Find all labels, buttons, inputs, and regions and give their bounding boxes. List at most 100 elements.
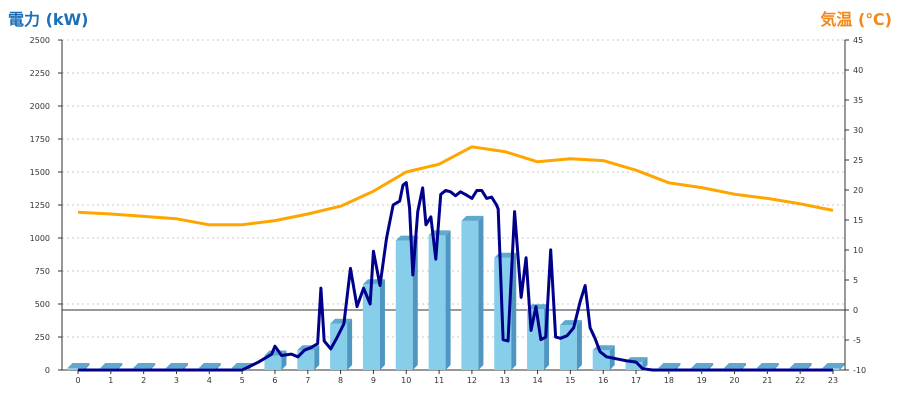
x-tick-label: 21 <box>762 376 772 385</box>
x-tick-label: 17 <box>631 376 641 385</box>
bar-front <box>428 235 446 370</box>
y-left-tick-label: 2000 <box>30 102 50 111</box>
bar <box>461 215 484 370</box>
x-tick-label: 22 <box>795 376 805 385</box>
bar <box>264 350 287 370</box>
x-tick-label: 14 <box>532 376 542 385</box>
bar-top <box>100 363 123 369</box>
y-right-tick-label: 45 <box>853 36 863 45</box>
y-left-tick-label: 250 <box>35 333 50 342</box>
power-bars <box>67 215 845 370</box>
bar-side <box>478 215 484 370</box>
bar <box>559 320 582 370</box>
bar <box>330 318 353 370</box>
bar-side <box>773 363 779 370</box>
bar-side <box>576 320 582 370</box>
bar-front <box>395 240 413 370</box>
bar-front <box>330 323 348 370</box>
x-tick-label: 6 <box>272 376 277 385</box>
x-tick-label: 3 <box>174 376 179 385</box>
bar-side <box>708 363 714 370</box>
bar <box>428 230 451 370</box>
bar-side <box>182 363 188 370</box>
bar-top <box>789 363 812 369</box>
y-axis-right-label: 気温 (℃) <box>820 10 892 29</box>
bar-top <box>658 363 681 369</box>
y-axis-left-label: 電力 (kW) <box>8 10 89 29</box>
y-right-tick-label: -5 <box>853 336 861 345</box>
bar-side <box>314 345 320 370</box>
y-left-tick-label: 0 <box>45 366 50 375</box>
tick-labels: 02505007501000125015001750200022502500-1… <box>30 36 866 385</box>
bar-top <box>691 363 714 369</box>
x-tick-label: 12 <box>467 376 477 385</box>
bar-front <box>625 362 643 370</box>
bar-side <box>215 363 221 370</box>
bar-side <box>741 363 747 370</box>
y-left-tick-label: 1500 <box>30 168 50 177</box>
bar-top <box>527 304 550 310</box>
y-right-tick-label: 20 <box>853 186 863 195</box>
bar-side <box>675 363 681 370</box>
y-left-tick-label: 2250 <box>30 69 50 78</box>
bar-top <box>461 215 484 221</box>
bar-top <box>133 363 156 369</box>
y-right-tick-label: 25 <box>853 156 863 165</box>
y-right-tick-label: 5 <box>853 276 858 285</box>
x-tick-label: 15 <box>565 376 575 385</box>
y-left-tick-label: 750 <box>35 267 50 276</box>
y-left-tick-label: 500 <box>35 300 50 309</box>
bar-front <box>264 355 282 370</box>
x-tick-label: 9 <box>371 376 376 385</box>
bar-top <box>822 363 845 369</box>
bar-top <box>67 363 90 369</box>
bar-front <box>461 220 479 370</box>
y-right-tick-label: -10 <box>853 366 866 375</box>
bar-side <box>806 363 812 370</box>
bar <box>67 363 90 370</box>
y-right-tick-label: 30 <box>853 126 863 135</box>
x-tick-label: 23 <box>828 376 838 385</box>
x-tick-label: 19 <box>697 376 707 385</box>
x-tick-label: 2 <box>141 376 146 385</box>
x-tick-label: 10 <box>401 376 411 385</box>
y-right-tick-label: 15 <box>853 216 863 225</box>
bar-top <box>198 363 221 369</box>
bar-front <box>362 284 380 370</box>
x-tick-label: 16 <box>598 376 608 385</box>
y-right-tick-label: 10 <box>853 246 863 255</box>
x-tick-label: 1 <box>108 376 113 385</box>
y-right-tick-label: 0 <box>853 306 858 315</box>
x-tick-label: 0 <box>75 376 80 385</box>
x-tick-label: 4 <box>207 376 212 385</box>
x-tick-label: 18 <box>664 376 674 385</box>
grid-lines <box>62 39 845 338</box>
x-tick-label: 5 <box>240 376 245 385</box>
bar-side <box>642 357 648 370</box>
x-tick-label: 20 <box>729 376 739 385</box>
bar-side <box>379 279 385 370</box>
y-left-tick-label: 1000 <box>30 234 50 243</box>
series-lines <box>77 145 834 372</box>
bar-side <box>84 363 90 370</box>
x-tick-label: 8 <box>338 376 343 385</box>
bar-side <box>445 230 451 370</box>
power-line <box>78 181 833 372</box>
bar-side <box>347 318 353 370</box>
x-tick-label: 13 <box>500 376 510 385</box>
bar-side <box>150 363 156 370</box>
y-right-tick-label: 40 <box>853 66 863 75</box>
y-left-tick-label: 2500 <box>30 36 50 45</box>
x-tick-label: 7 <box>305 376 310 385</box>
y-right-tick-label: 35 <box>853 96 863 105</box>
bar-side <box>117 363 123 370</box>
bar-side <box>839 363 845 370</box>
bar-top <box>756 363 779 369</box>
bar-top <box>330 318 353 324</box>
bar <box>362 279 385 370</box>
temperature-line <box>77 145 834 227</box>
y-left-tick-label: 1750 <box>30 135 50 144</box>
y-left-tick-label: 1250 <box>30 201 50 210</box>
bar-top <box>165 363 188 369</box>
